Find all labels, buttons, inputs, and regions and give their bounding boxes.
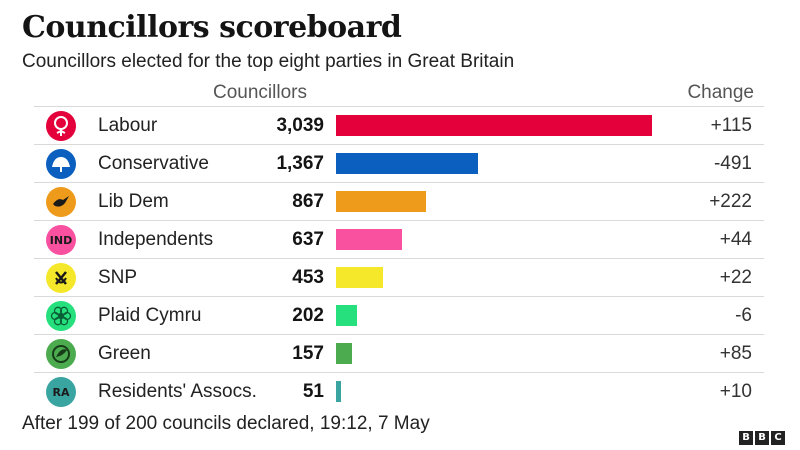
party-row-independents: IND Independents 637 +44 xyxy=(34,220,764,258)
libdem-bird-icon xyxy=(46,187,76,217)
ind-icon: IND xyxy=(46,225,76,255)
party-row-labour: Labour 3,039 +115 xyxy=(34,106,764,144)
party-row-conservative: Conservative 1,367 -491 xyxy=(34,144,764,182)
councillors-value: 637 xyxy=(292,229,324,250)
party-row-libdem: Lib Dem 867 +222 xyxy=(34,182,764,220)
councillors-value: 1,367 xyxy=(276,153,324,174)
snp-icon xyxy=(46,263,76,293)
chart-title: Councillors scoreboard xyxy=(22,10,402,45)
party-name: Plaid Cymru xyxy=(98,305,202,326)
change-column-header: Change xyxy=(687,82,754,103)
change-value: +115 xyxy=(710,115,752,136)
conservative-tree-icon xyxy=(46,149,76,179)
councillors-bar xyxy=(336,229,402,250)
councillors-value: 867 xyxy=(292,191,324,212)
councillors-value: 453 xyxy=(292,267,324,288)
party-name: Labour xyxy=(98,115,158,136)
change-value: -6 xyxy=(735,305,752,326)
party-name: Lib Dem xyxy=(98,191,169,212)
party-row-residents-assocs: RA Residents' Assocs. 51 +10 xyxy=(34,372,764,410)
change-value: +222 xyxy=(709,191,752,212)
labour-rose-icon xyxy=(46,111,76,141)
bbc-logo: B B C xyxy=(739,431,785,445)
councillors-column-header: Councillors xyxy=(213,82,307,103)
councillors-value: 51 xyxy=(302,381,324,402)
councillors-bar xyxy=(336,267,383,288)
councillors-bar xyxy=(336,381,341,402)
change-value: +10 xyxy=(719,381,752,402)
plaid-cymru-icon xyxy=(46,301,76,331)
ra-icon: RA xyxy=(46,377,76,407)
change-value: -491 xyxy=(713,153,752,174)
councillors-bar xyxy=(336,191,426,212)
scoreboard-rows: Labour 3,039 +115 Conservative 1,367 -49… xyxy=(34,106,764,410)
footnote: After 199 of 200 councils declared, 19:1… xyxy=(22,413,430,434)
party-row-plaid-cymru: Plaid Cymru 202 -6 xyxy=(34,296,764,334)
change-value: +85 xyxy=(719,343,752,364)
councillors-bar xyxy=(336,153,478,174)
party-row-snp: SNP 453 +22 xyxy=(34,258,764,296)
bbc-logo-letter: B xyxy=(739,431,753,445)
party-name: Conservative xyxy=(98,153,209,174)
councillors-value: 157 xyxy=(292,343,324,364)
change-value: +22 xyxy=(719,267,752,288)
party-name: Green xyxy=(98,343,151,364)
party-row-green: Green 157 +85 xyxy=(34,334,764,372)
party-name: Residents' Assocs. xyxy=(98,381,257,402)
councillors-value: 202 xyxy=(292,305,324,326)
green-party-icon xyxy=(46,339,76,369)
bbc-logo-letter: B xyxy=(755,431,769,445)
chart-subtitle: Councillors elected for the top eight pa… xyxy=(22,51,515,72)
change-value: +44 xyxy=(719,229,752,250)
bbc-logo-letter: C xyxy=(771,431,785,445)
party-name: SNP xyxy=(98,267,138,288)
party-name: Independents xyxy=(98,229,214,250)
councillors-bar xyxy=(336,115,652,136)
councillors-value: 3,039 xyxy=(276,115,324,136)
councillors-bar xyxy=(336,305,357,326)
councillors-bar xyxy=(336,343,352,364)
